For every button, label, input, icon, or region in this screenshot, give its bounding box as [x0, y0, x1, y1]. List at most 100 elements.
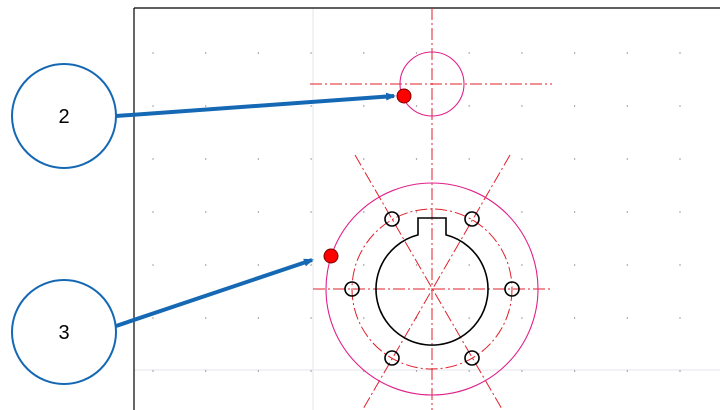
- callout-3: 3: [11, 248, 339, 385]
- centerline-diagonal-2: [361, 154, 511, 410]
- grid-dot: [205, 52, 207, 54]
- outer-circle[interactable]: [325, 182, 539, 396]
- grid-dot: [626, 211, 628, 213]
- grid-dot: [415, 370, 418, 372]
- callout-2: 2: [11, 63, 412, 169]
- grid-dot: [521, 52, 523, 54]
- callout-label: 3: [58, 322, 69, 344]
- grid-dot: [363, 52, 365, 54]
- grid-dot: [310, 105, 312, 107]
- bolt-hole[interactable]: [384, 350, 400, 366]
- grid-dot: [152, 211, 154, 213]
- grid-dot: [363, 317, 365, 319]
- grid-dot: [205, 317, 207, 319]
- leader-arrow: [115, 92, 396, 118]
- grid-lines: [134, 8, 720, 410]
- grid-dot: [363, 105, 365, 107]
- callout-balloon: [11, 279, 117, 385]
- bolt-hole[interactable]: [344, 281, 360, 297]
- grid-dot: [415, 105, 418, 107]
- grid-dot: [205, 158, 207, 160]
- grid-dot: [152, 105, 154, 107]
- grid-dot: [257, 264, 259, 266]
- magenta-circles: [325, 51, 539, 396]
- grid-dot: [468, 264, 470, 266]
- grid-dot: [679, 264, 681, 266]
- grid-dot: [205, 211, 207, 213]
- grid-dot: [468, 158, 470, 160]
- canvas-border: [133, 7, 720, 410]
- grid-dot: [257, 52, 259, 54]
- grid-dot: [626, 158, 628, 160]
- bolt-hole[interactable]: [464, 350, 480, 366]
- grid-dot: [626, 370, 628, 372]
- grid-dot: [257, 158, 259, 160]
- grid-dot: [257, 370, 259, 372]
- grid-dot: [363, 264, 365, 266]
- grid-dot: [310, 370, 312, 372]
- grid-dot: [574, 317, 576, 319]
- grid-dot: [310, 264, 312, 266]
- grid-dot: [574, 264, 576, 266]
- grid-dot: [363, 158, 365, 160]
- grid-dot: [310, 52, 312, 54]
- pick-point-dot[interactable]: [323, 248, 339, 264]
- grid-dot: [574, 52, 576, 54]
- grid-dot: [205, 105, 207, 107]
- grid-dot: [521, 317, 523, 319]
- grid-dot: [415, 317, 418, 319]
- grid-dot: [152, 370, 154, 372]
- grid-dot: [152, 52, 154, 54]
- grid-dot: [152, 317, 154, 319]
- grid-dot: [468, 52, 470, 54]
- grid-dot: [574, 105, 576, 107]
- grid-dot: [415, 158, 418, 160]
- grid-dot: [521, 105, 523, 107]
- bolt-circle: [351, 208, 513, 370]
- grid-dot: [626, 52, 628, 54]
- keyed-bore[interactable]: [375, 217, 489, 346]
- grid-dot: [574, 370, 576, 372]
- grid-dot: [152, 264, 154, 266]
- bolt-hole[interactable]: [504, 281, 520, 297]
- grid-dot: [626, 264, 628, 266]
- grid-dot: [679, 317, 681, 319]
- grid-dot: [679, 211, 681, 213]
- grid-dot: [574, 158, 576, 160]
- grid-dot: [468, 105, 470, 107]
- grid-dot: [468, 317, 470, 319]
- grid-dot: [679, 158, 681, 160]
- grid-dot: [521, 370, 523, 372]
- grid-dot: [574, 211, 576, 213]
- grid-dot: [415, 52, 418, 54]
- grid-dot: [521, 158, 523, 160]
- grid-dot: [257, 317, 259, 319]
- grid-dot: [521, 211, 523, 213]
- pick-point-dot[interactable]: [396, 88, 412, 104]
- grid-dot: [626, 105, 628, 107]
- grid-dot: [310, 158, 312, 160]
- grid-dot: [257, 211, 259, 213]
- centerlines: [310, 8, 552, 410]
- part-outline: [344, 211, 520, 366]
- small-circle[interactable]: [399, 51, 465, 117]
- grid-dot: [152, 158, 154, 160]
- grid-dot: [679, 105, 681, 107]
- grid-dot: [310, 211, 312, 213]
- grid-dot: [205, 370, 207, 372]
- bolt-hole[interactable]: [384, 211, 400, 227]
- grid-dot: [679, 370, 681, 372]
- grid-dot: [205, 264, 207, 266]
- grid-dot: [363, 370, 365, 372]
- bolt-hole[interactable]: [464, 211, 480, 227]
- centerline-diagonal-1: [354, 154, 504, 410]
- grid-dot: [415, 264, 418, 266]
- grid-dot: [626, 317, 628, 319]
- grid-dot: [415, 211, 418, 213]
- grid-dot: [310, 317, 312, 319]
- grid-dot: [468, 370, 470, 372]
- grid-dot: [679, 52, 681, 54]
- grid-dot: [521, 264, 523, 266]
